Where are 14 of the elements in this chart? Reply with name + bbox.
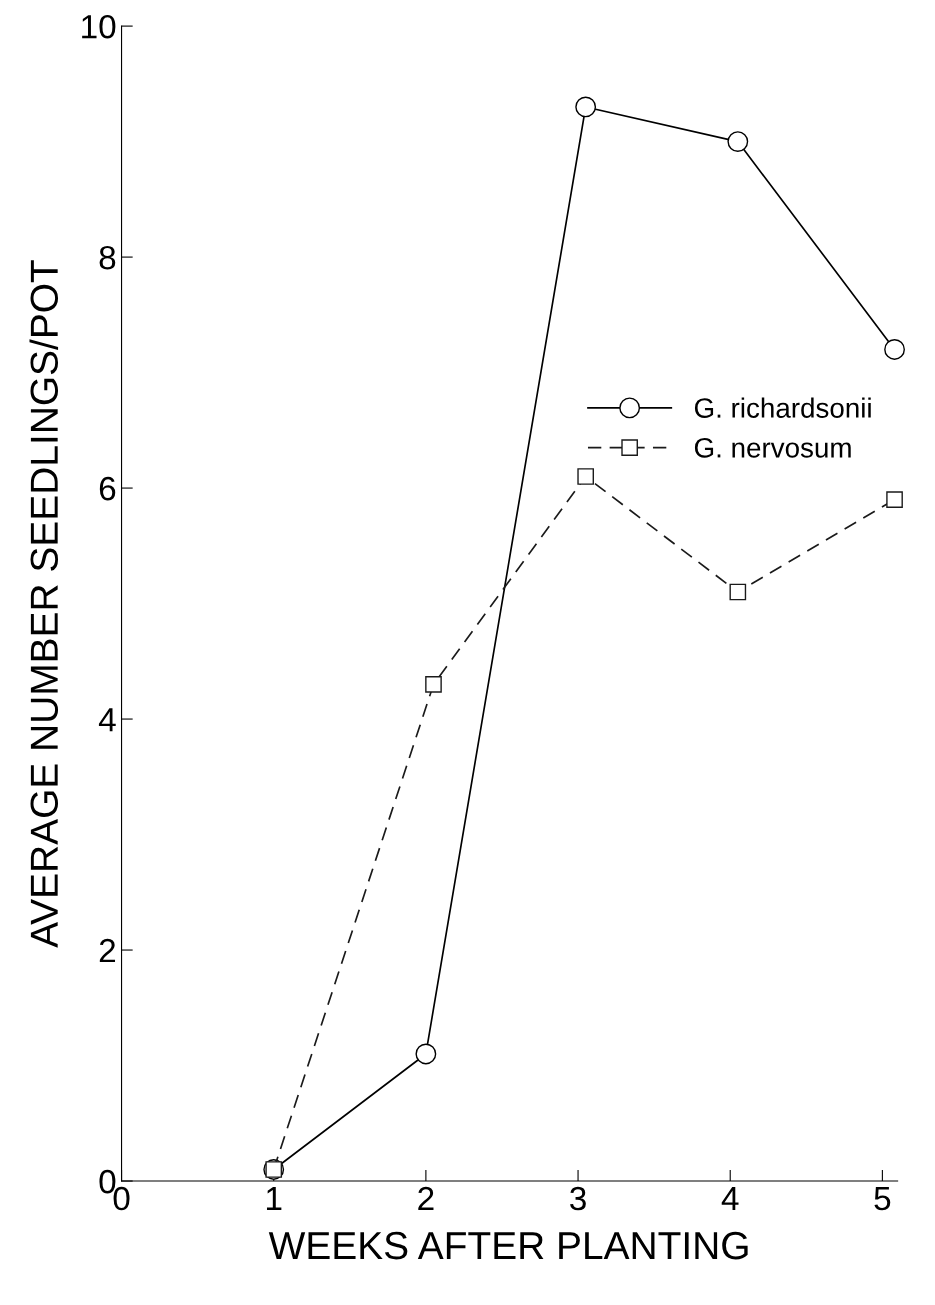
legend-label: G. richardsonii bbox=[694, 397, 871, 418]
y-tick-label: 2 bbox=[99, 938, 116, 963]
x-tick-label: 4 bbox=[721, 1187, 739, 1211]
x-axis-title: WEEKS AFTER PLANTING bbox=[268, 1231, 748, 1260]
legend-label: G. nervosum bbox=[694, 438, 851, 458]
x-tick-label: 3 bbox=[570, 1186, 586, 1211]
y-tick-label: 8 bbox=[99, 245, 116, 270]
x-tick-label: 1 bbox=[266, 1187, 282, 1211]
x-tick-label: 5 bbox=[874, 1187, 891, 1211]
y-axis-title: AVERAGE NUMBER SEEDLINGS/POT bbox=[29, 260, 59, 948]
y-tick-label: 10 bbox=[82, 14, 116, 39]
x-tick-label: 2 bbox=[418, 1186, 434, 1211]
y-tick-label: 6 bbox=[99, 476, 116, 501]
y-tick-label: 4 bbox=[98, 708, 116, 732]
